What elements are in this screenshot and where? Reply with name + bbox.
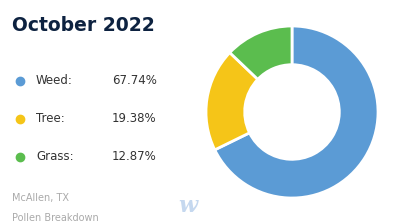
Text: 67.74%: 67.74% [112,74,157,87]
Wedge shape [206,53,258,150]
Text: October 2022: October 2022 [12,16,155,35]
Wedge shape [215,26,378,198]
Text: w: w [178,195,198,217]
Text: Tree:: Tree: [36,112,65,125]
Text: McAllen, TX: McAllen, TX [12,193,69,203]
Text: Weed:: Weed: [36,74,73,87]
Text: Pollen Breakdown: Pollen Breakdown [12,213,99,223]
Text: Grass:: Grass: [36,150,74,163]
Text: 12.87%: 12.87% [112,150,157,163]
Wedge shape [230,26,292,79]
Text: 19.38%: 19.38% [112,112,157,125]
